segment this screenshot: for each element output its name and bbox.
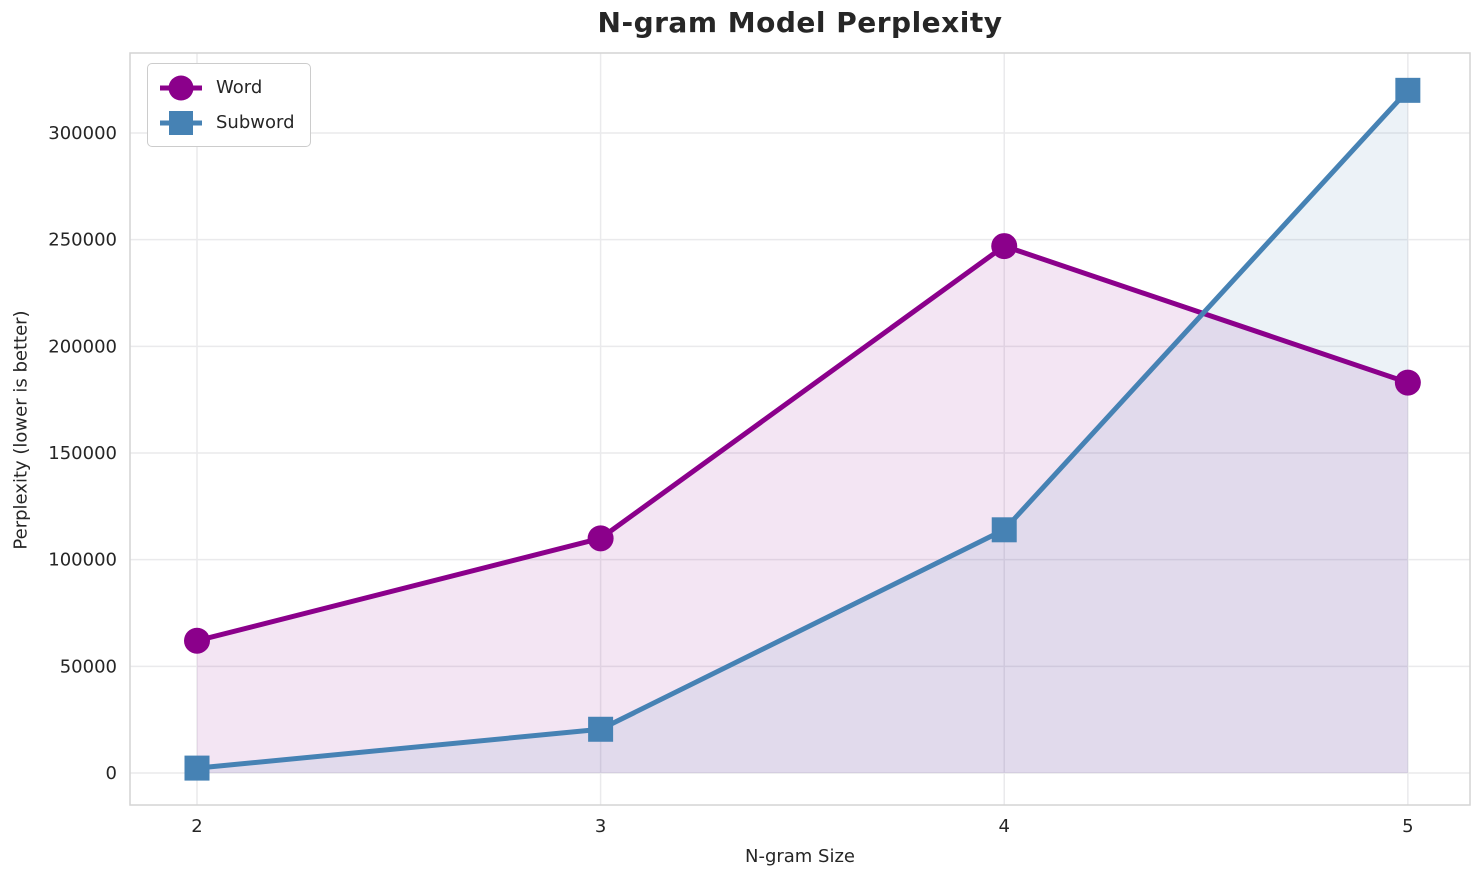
word-marker-point xyxy=(184,627,210,654)
x-tick-label: 3 xyxy=(595,816,606,837)
y-tick-label: 0 xyxy=(106,763,117,784)
subword-marker-point xyxy=(588,716,614,742)
legend-marker-circle-icon xyxy=(160,75,202,100)
word-line xyxy=(194,243,1411,644)
word-area-fill xyxy=(197,246,1408,774)
legend-circle-glyph xyxy=(168,75,194,100)
subword-marker-point xyxy=(184,755,210,781)
y-tick-label: 150000 xyxy=(48,443,117,464)
x-tick-label: 5 xyxy=(1402,816,1413,837)
word-marker-point xyxy=(991,233,1018,260)
y-tick-label: 300000 xyxy=(48,123,117,144)
legend-square-glyph xyxy=(169,110,193,135)
y-tick-label: 100000 xyxy=(48,550,117,571)
plot-border xyxy=(129,52,1471,806)
y-tick-label: 50000 xyxy=(60,656,117,677)
subword-marker-point xyxy=(1395,77,1421,103)
legend-item-subword: Subword xyxy=(158,106,295,139)
x-tick-label: 4 xyxy=(999,816,1010,837)
word-marker-point xyxy=(587,525,614,552)
subword-line xyxy=(194,87,1411,771)
legend-label: Subword xyxy=(216,111,295,133)
chart-title: N-gram Model Perplexity xyxy=(597,6,1003,39)
y-tick-label: 250000 xyxy=(48,230,117,251)
subword-marker-point xyxy=(991,517,1017,543)
legend: Word Subword xyxy=(147,63,311,147)
x-tick-label: 2 xyxy=(191,816,202,837)
subword-area-fill xyxy=(197,90,1408,774)
legend-item-word: Word xyxy=(158,71,295,104)
x-axis-label: N-gram Size xyxy=(744,846,856,867)
word-marker-point xyxy=(1394,369,1421,396)
y-tick-label: 200000 xyxy=(48,336,117,357)
legend-marker-square-icon xyxy=(160,110,202,135)
legend-label: Word xyxy=(216,76,263,98)
